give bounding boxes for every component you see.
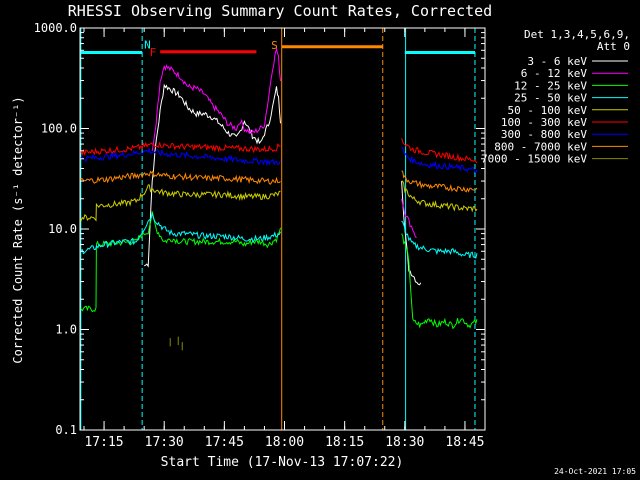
legend-entry-label: 25 - 50 keV [514,92,587,105]
legend-entry-label: 3 - 6 keV [527,55,587,68]
y-axis-label: Corrected Count Rate (s⁻¹ detector⁻¹) [11,96,25,363]
legend-entry-label: 50 - 100 keV [508,104,588,117]
series-line-50-100-kev [401,180,478,213]
y-tick-label: 1.0 [55,323,77,337]
series-line-100-300-kev [79,141,281,157]
series-line-100-300-kev [401,138,478,164]
saa-flag-label: S [271,39,278,52]
y-tick-label: 100.0 [41,122,77,136]
legend-entry-label: 7000 - 15000 keV [481,153,587,166]
series-line-6-12-kev [401,198,417,238]
footer-date: 24-Oct-2021 17:05 [554,467,636,476]
legend-entry-label: 300 - 800 keV [501,128,587,141]
x-tick-label: 18:00 [265,435,304,450]
series-line-6-12-kev [151,47,281,151]
series-line-800-7000-kev [79,170,281,185]
series-line-800-7000-kev [401,170,478,193]
legend-entry-label: 100 - 300 keV [501,116,587,129]
x-tick-label: 18:45 [445,435,484,450]
legend-title: Att 0 [597,40,630,53]
night-flag-label: N [144,39,151,52]
series-line-3-6-kev [143,83,281,268]
chart-title: RHESSI Observing Summary Count Rates, Co… [68,2,492,20]
flare-flag-label: F [150,46,157,59]
y-axis: 0.1 1.0 10.0 100.0 1000.0 [34,21,485,437]
x-axis: 17:15 17:30 17:45 18:00 18:15 18:30 18:45 [83,28,486,450]
y-tick-label: 0.1 [55,423,77,437]
x-tick-label: 17:30 [145,435,184,450]
y-tick-label: 1000.0 [34,21,77,35]
series-line-300-800-kev [79,147,281,167]
series-line-300-800-kev [401,146,478,174]
legend-entry-label: 6 - 12 keV [521,67,588,80]
series-line-12-25-kev [401,233,478,330]
series-line-25-50-kev [79,213,281,255]
series-line-50-100-kev [79,184,281,222]
y-tick-label: 10.0 [48,222,77,236]
x-axis-label: Start Time (17-Nov-13 17:07:22) [161,455,404,470]
series-line-25-50-kev [401,220,478,259]
series-line-3-6-kev [401,180,422,286]
legend-title: Det 1,3,4,5,6,9, [524,28,630,41]
legend-entry-label: 12 - 25 keV [514,79,587,92]
x-tick-label: 18:30 [385,435,424,450]
plot-area: FN S [79,28,478,430]
legend-entry-label: 800 - 7000 keV [494,140,587,153]
x-tick-label: 18:15 [325,435,364,450]
x-tick-label: 17:15 [84,435,123,450]
series-line-12-25-kev [80,211,281,313]
x-tick-label: 17:45 [205,435,244,450]
